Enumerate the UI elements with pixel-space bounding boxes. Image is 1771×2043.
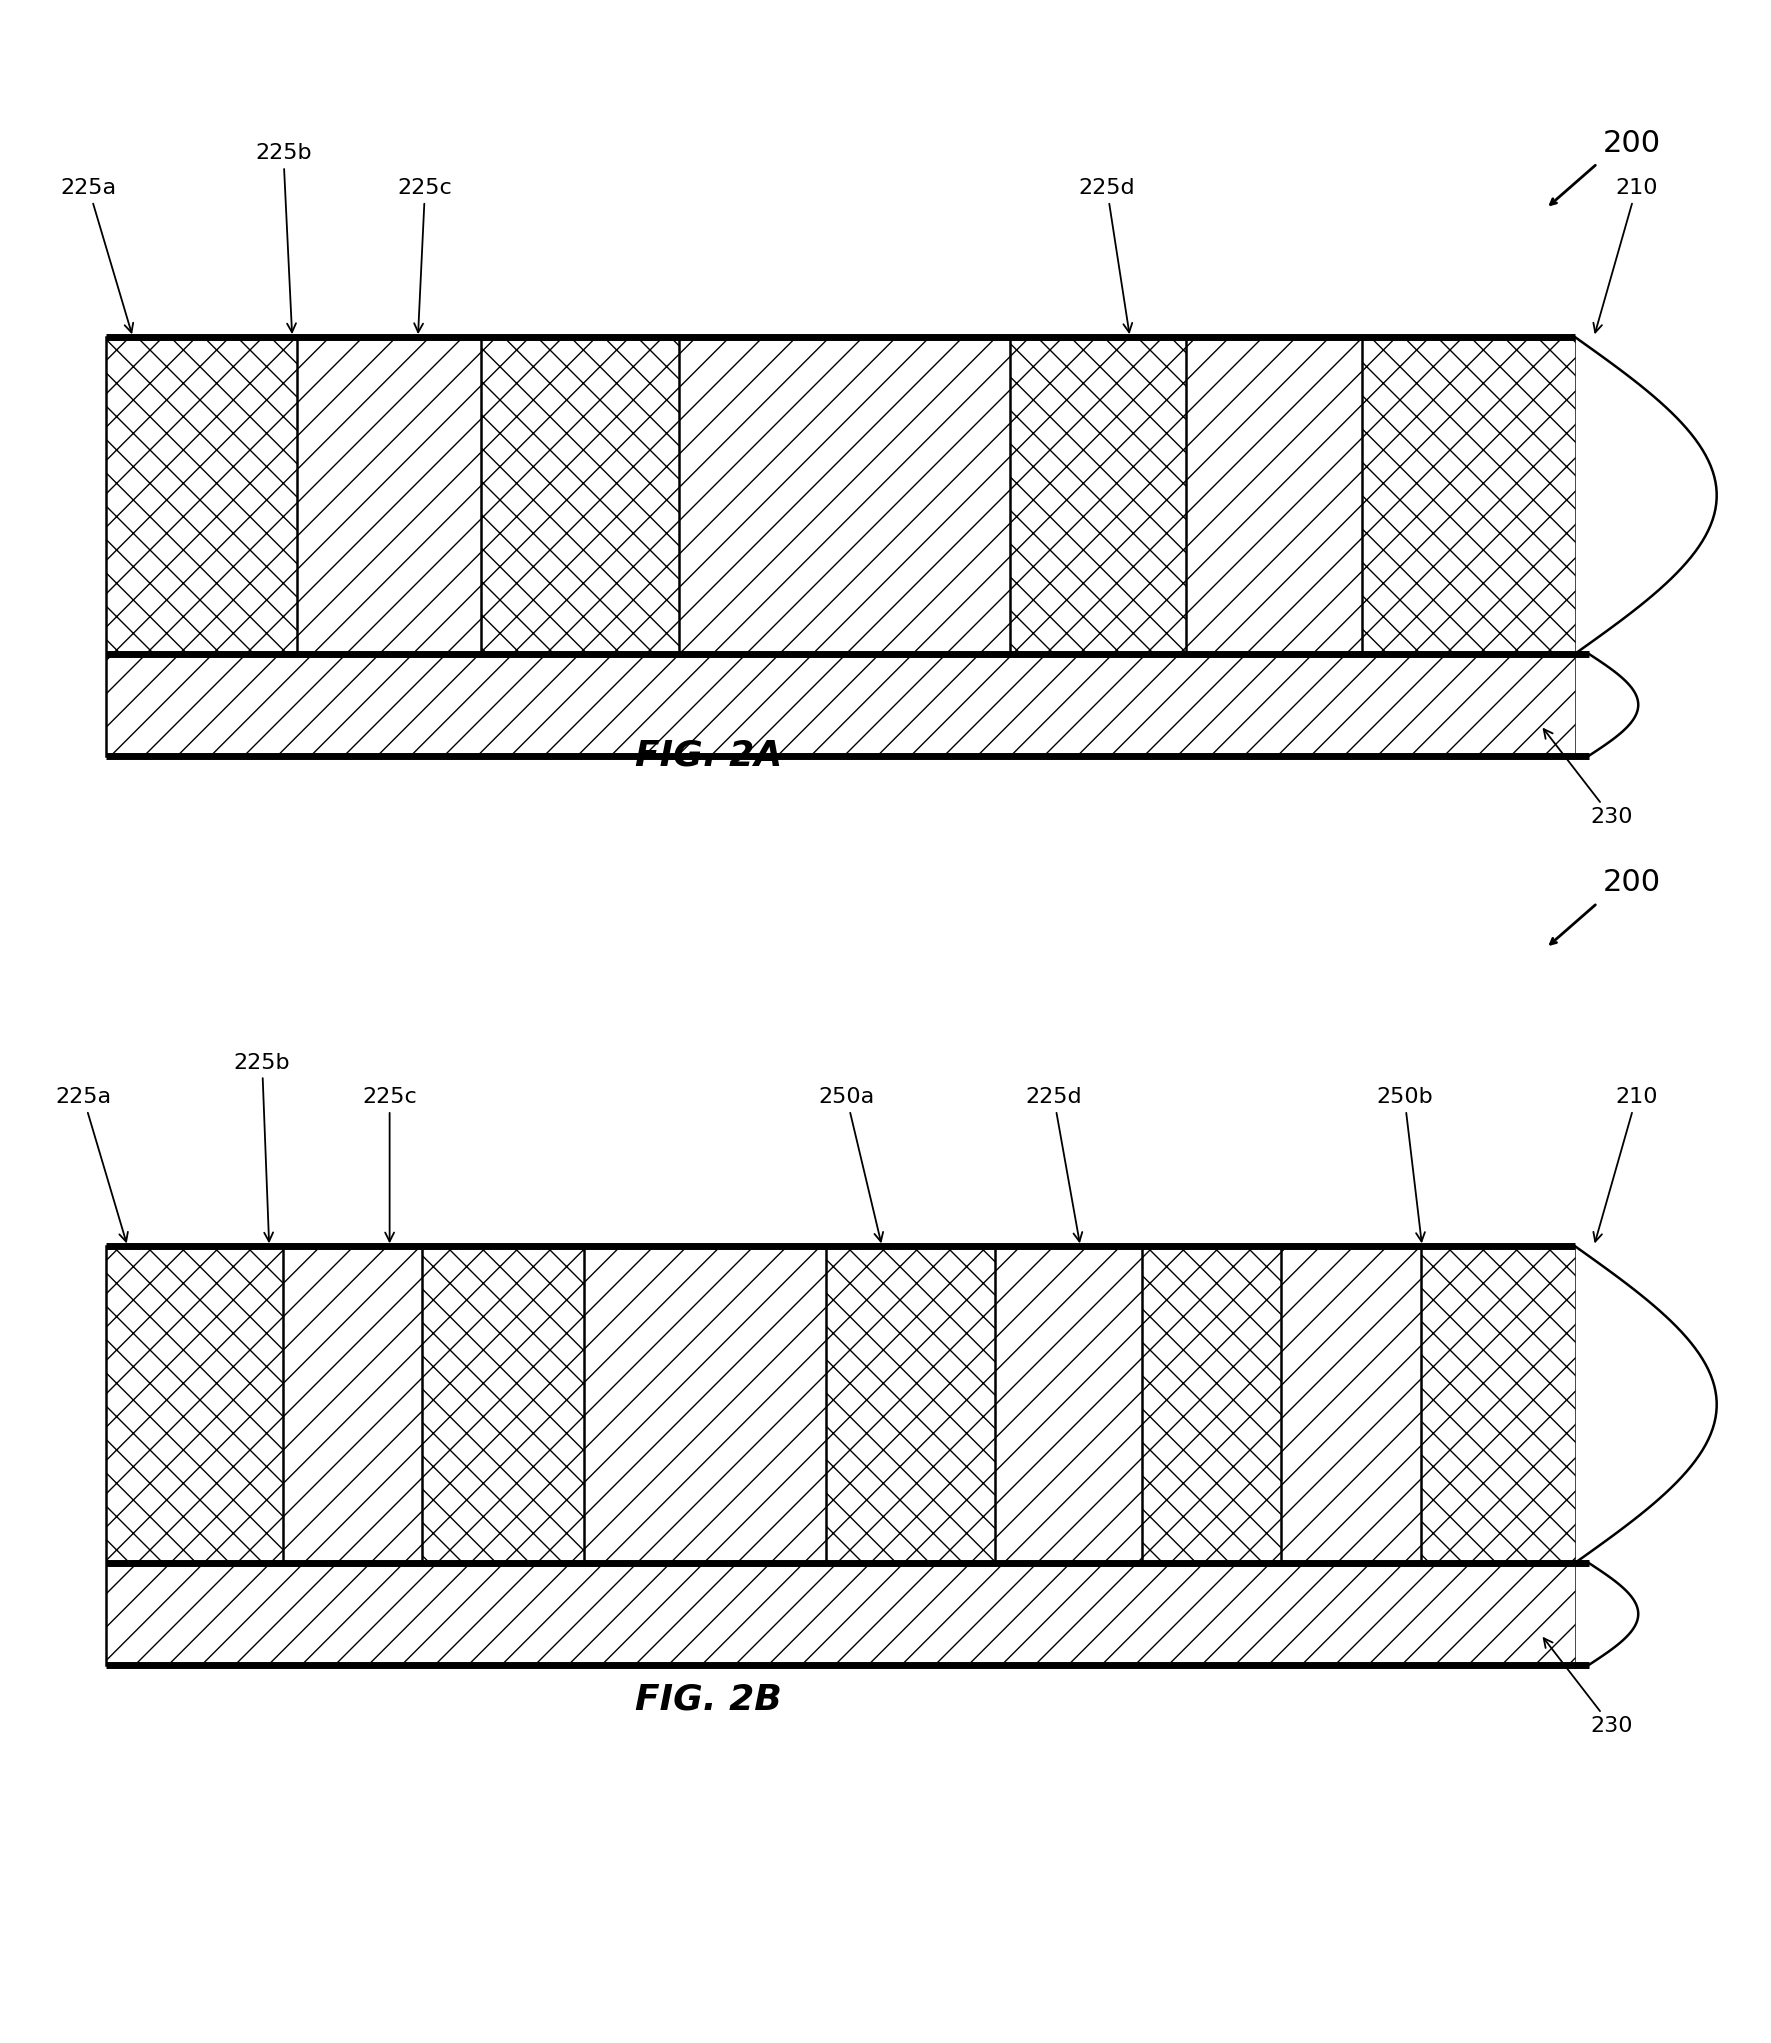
Bar <box>283 1246 421 1563</box>
Text: 225a: 225a <box>55 1087 128 1242</box>
Text: 210: 210 <box>1594 1087 1658 1242</box>
Text: 250b: 250b <box>1376 1087 1433 1242</box>
Text: 230: 230 <box>1544 729 1633 827</box>
Text: FIG. 2A: FIG. 2A <box>634 740 783 772</box>
Bar <box>825 1246 995 1563</box>
Text: FIG. 2B: FIG. 2B <box>636 1683 781 1716</box>
Text: 210: 210 <box>1594 178 1658 333</box>
Bar <box>106 1563 1574 1665</box>
Text: 225c: 225c <box>363 1087 416 1242</box>
Bar <box>480 337 678 654</box>
Bar <box>298 337 480 654</box>
Bar <box>1420 1246 1574 1563</box>
Text: 225b: 225b <box>255 143 312 333</box>
Text: 225a: 225a <box>60 178 133 333</box>
Text: 225d: 225d <box>1079 178 1135 333</box>
Bar <box>995 1246 1142 1563</box>
Bar <box>106 1246 283 1563</box>
Bar <box>584 1246 825 1563</box>
Text: 225d: 225d <box>1025 1087 1082 1242</box>
Bar <box>106 337 298 654</box>
Bar <box>1187 337 1362 654</box>
Bar <box>1362 337 1574 654</box>
Text: 200: 200 <box>1603 868 1661 897</box>
Bar <box>106 654 1574 756</box>
Text: 225c: 225c <box>398 178 452 333</box>
Bar <box>421 1246 584 1563</box>
Bar <box>1142 1246 1280 1563</box>
Text: 200: 200 <box>1603 129 1661 157</box>
Text: 230: 230 <box>1544 1638 1633 1737</box>
Text: 250a: 250a <box>818 1087 884 1242</box>
Bar <box>678 337 1009 654</box>
Bar <box>1009 337 1187 654</box>
Text: 225b: 225b <box>234 1052 290 1242</box>
Bar <box>1280 1246 1420 1563</box>
